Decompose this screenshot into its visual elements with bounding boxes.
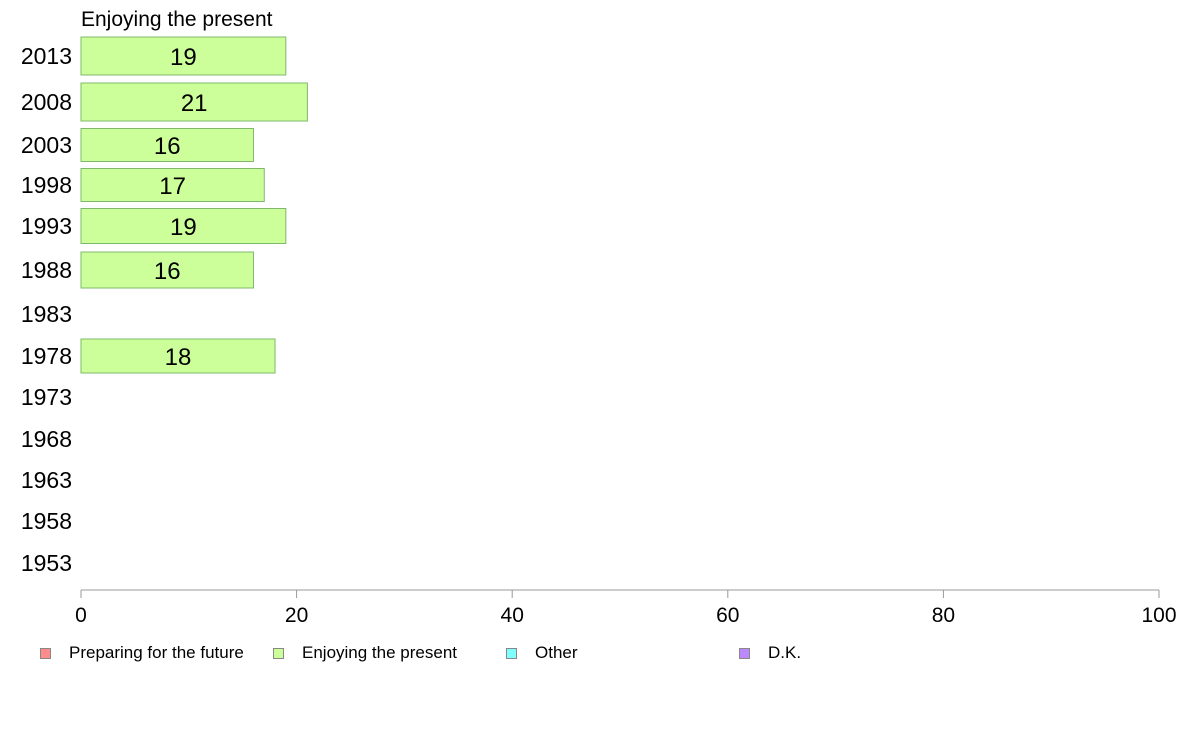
x-tick-label-60: 60 (716, 604, 739, 627)
data-label-2013: 19 (170, 44, 197, 71)
bar-1998 (80, 168, 265, 202)
legend-swatch-other (506, 647, 517, 659)
y-tick-label-1963: 1963 (21, 467, 72, 493)
y-tick-label-1968: 1968 (21, 426, 72, 452)
y-tick-label-2008: 2008 (21, 89, 72, 115)
data-label-1988: 16 (154, 258, 181, 285)
data-label-1998: 17 (159, 173, 186, 200)
legend-item-other: Other (506, 643, 578, 663)
y-tick-label-2003: 2003 (21, 132, 72, 158)
y-tick-label-1973: 1973 (21, 384, 72, 410)
legend-swatch-dk (739, 647, 750, 659)
y-tick-label-2013: 2013 (21, 43, 72, 69)
x-tick-label-0: 0 (75, 604, 87, 627)
data-label-2008: 21 (181, 90, 208, 117)
legend-item-preparing: Preparing for the future (40, 643, 244, 663)
bar-1988 (80, 251, 254, 289)
x-tick-label-100: 100 (1141, 604, 1176, 627)
bar-1993 (80, 208, 287, 244)
y-axis-labels: 2013 2008 2003 1998 1993 1988 1983 1978 1973 1968… (21, 43, 72, 576)
x-tick-label-80: 80 (932, 604, 955, 627)
y-tick-label-1958: 1958 (21, 508, 72, 534)
y-tick-label-1988: 1988 (21, 257, 72, 283)
data-label-1993: 19 (170, 214, 197, 241)
chart-title: Enjoying the present (81, 8, 273, 31)
y-tick-label-1993: 1993 (21, 213, 72, 239)
data-label-1978: 18 (165, 344, 192, 371)
x-tick-label-20: 20 (285, 604, 308, 627)
x-axis: 0 20 40 60 80 100 (75, 589, 1177, 627)
bar-1978 (80, 338, 276, 374)
bar-2013 (80, 36, 287, 76)
data-label-2003: 16 (154, 133, 181, 160)
legend-label-other: Other (535, 643, 578, 662)
legend-label-enjoying: Enjoying the present (302, 643, 457, 662)
legend-label-dk: D.K. (768, 643, 802, 662)
bar-2008 (80, 82, 308, 122)
y-tick-label-1998: 1998 (21, 172, 72, 198)
legend-swatch-enjoying (273, 647, 284, 659)
legend-label-preparing: Preparing for the future (69, 643, 244, 662)
legend-item-dk: D.K. (739, 643, 801, 663)
legend-swatch-preparing (40, 647, 51, 659)
bar-2003 (80, 128, 254, 162)
y-tick-label-1953: 1953 (21, 550, 72, 576)
legend-item-enjoying: Enjoying the present (273, 643, 457, 663)
x-tick-label-40: 40 (501, 604, 524, 627)
y-tick-label-1978: 1978 (21, 343, 72, 369)
y-tick-label-1983: 1983 (21, 301, 72, 327)
